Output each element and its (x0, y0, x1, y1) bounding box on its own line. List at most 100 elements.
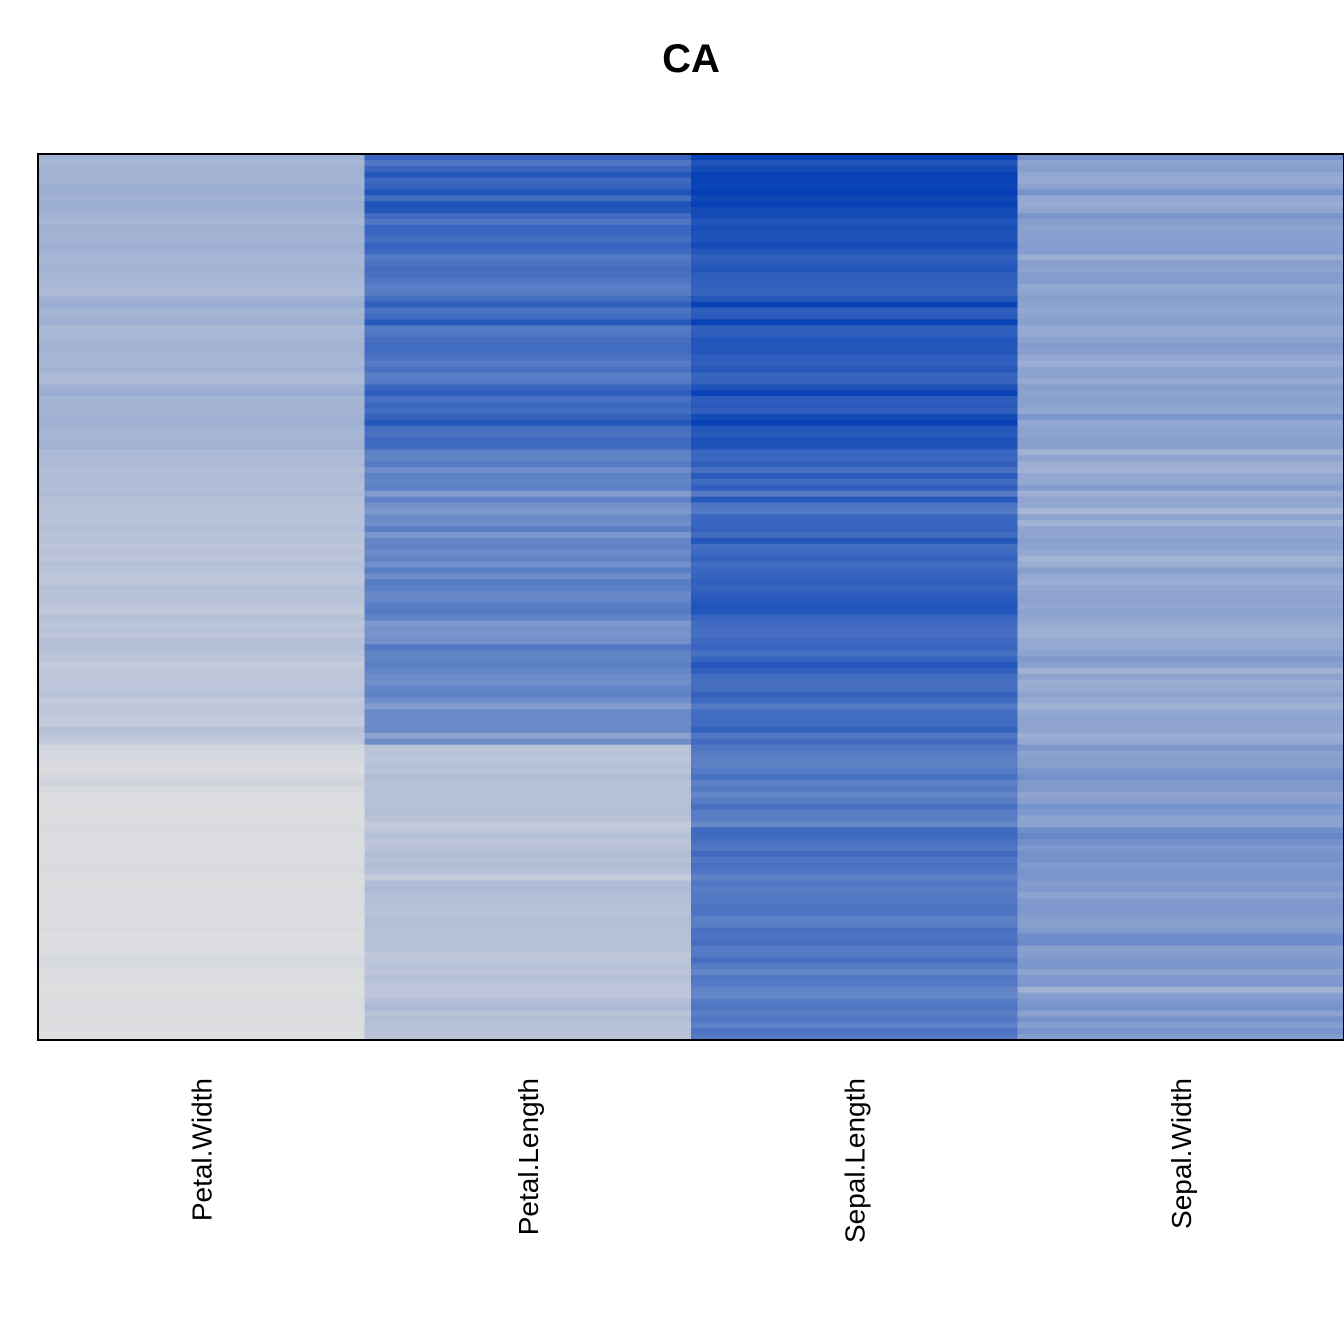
heatmap-cell-petal-length-row-61 (364, 508, 692, 515)
heatmap-cell-sepal-width-row-46 (1017, 419, 1344, 427)
heatmap-cell-petal-length-row-138 (364, 963, 692, 970)
heatmap-cell-petal-length-row-86 (364, 656, 692, 663)
heatmap-cell-sepal-length-row-24 (691, 289, 1018, 297)
heatmap-cell-sepal-width-row-98 (1017, 726, 1344, 734)
heatmap-cell-sepal-width-row-81 (1017, 626, 1344, 633)
heatmap-cell-petal-length-row-63 (364, 520, 692, 527)
heatmap-cell-sepal-width-row-77 (1017, 602, 1344, 610)
heatmap-cell-sepal-length-row-115 (691, 827, 1018, 834)
heatmap-cell-sepal-width-row-143 (1017, 992, 1344, 1000)
heatmap-cell-petal-width-row-132 (38, 927, 365, 935)
heatmap-cell-petal-width-row-108 (38, 786, 365, 793)
heatmap-cell-sepal-width-row-100 (1017, 738, 1344, 746)
heatmap-cell-petal-width-row-27 (38, 307, 365, 314)
heatmap-cell-petal-length-row-49 (364, 437, 692, 444)
heatmap-cell-sepal-width-row-93 (1017, 697, 1344, 704)
heatmap-cell-sepal-width-row-90 (1017, 679, 1344, 687)
heatmap-cell-sepal-width-row-147 (1017, 1016, 1344, 1023)
heatmap-cell-sepal-length-row-110 (691, 797, 1018, 805)
heatmap-cell-sepal-width-row-95 (1017, 709, 1344, 716)
heatmap-cell-sepal-width-row-40 (1017, 384, 1344, 391)
heatmap-cell-sepal-length-row-70 (691, 561, 1018, 568)
heatmap-cell-petal-length-row-128 (364, 904, 692, 911)
heatmap-cell-sepal-length-row-109 (691, 791, 1018, 799)
heatmap-cell-sepal-length-row-83 (691, 638, 1018, 645)
heatmap-cell-petal-length-row-114 (364, 821, 692, 828)
heatmap-cell-petal-length-row-109 (364, 791, 692, 799)
heatmap-cell-sepal-length-row-16 (691, 242, 1018, 250)
heatmap-cell-sepal-length-row-23 (691, 283, 1018, 291)
heatmap-cell-sepal-width-row-117 (1017, 839, 1344, 846)
heatmap-cell-petal-width-row-16 (38, 242, 365, 250)
heatmap-cell-sepal-width-row-31 (1017, 331, 1344, 338)
heatmap-cell-sepal-width-row-4 (1017, 171, 1344, 179)
heatmap-cell-sepal-length-row-80 (691, 620, 1018, 628)
heatmap-cell-petal-length-row-33 (364, 343, 692, 350)
heatmap-cell-sepal-width-row-103 (1017, 756, 1344, 763)
heatmap-cell-petal-length-row-25 (364, 295, 692, 303)
heatmap-cell-petal-width-row-121 (38, 862, 365, 870)
heatmap-cell-petal-width-row-31 (38, 331, 365, 338)
heatmap-cell-sepal-width-row-85 (1017, 650, 1344, 657)
heatmap-cell-sepal-length-row-71 (691, 567, 1018, 574)
heatmap-cell-petal-length-row-71 (364, 567, 692, 574)
heatmap-cell-sepal-width-row-94 (1017, 703, 1344, 710)
heatmap-cell-petal-width-row-23 (38, 283, 365, 291)
heatmap-cell-sepal-length-row-20 (691, 266, 1018, 273)
heatmap-cell-sepal-length-row-137 (691, 957, 1018, 964)
heatmap-cell-sepal-length-row-87 (691, 661, 1018, 669)
heatmap-cell-sepal-length-row-134 (691, 939, 1018, 946)
heatmap-cell-sepal-width-row-149 (1017, 1028, 1344, 1035)
heatmap-cell-sepal-width-row-32 (1017, 337, 1344, 344)
heatmap-cell-petal-length-row-31 (364, 331, 692, 338)
heatmap-cell-petal-length-row-87 (364, 661, 692, 669)
heatmap-cell-petal-length-row-21 (364, 272, 692, 279)
heatmap-cell-sepal-width-row-67 (1017, 543, 1344, 551)
heatmap-cell-petal-width-row-143 (38, 992, 365, 1000)
heatmap-cell-petal-length-row-64 (364, 526, 692, 533)
heatmap-cell-sepal-length-row-41 (691, 390, 1018, 397)
heatmap-cell-sepal-width-row-119 (1017, 850, 1344, 858)
heatmap-cell-petal-length-row-72 (364, 573, 692, 580)
heatmap-cell-sepal-length-row-32 (691, 337, 1018, 344)
heatmap-cell-petal-width-row-33 (38, 343, 365, 350)
heatmap-cell-sepal-width-row-128 (1017, 904, 1344, 911)
heatmap-cell-sepal-width-row-121 (1017, 862, 1344, 870)
heatmap-cell-petal-length-row-6 (364, 183, 692, 190)
heatmap-cell-petal-width-row-43 (38, 402, 365, 409)
heatmap-cell-sepal-length-row-52 (691, 455, 1018, 462)
heatmap-cell-sepal-width-row-39 (1017, 378, 1344, 385)
heatmap-cell-petal-width-row-141 (38, 980, 365, 988)
heatmap-cell-sepal-width-row-127 (1017, 898, 1344, 905)
heatmap-cell-sepal-length-row-31 (691, 331, 1018, 338)
heatmap-cell-sepal-length-row-6 (691, 183, 1018, 190)
heatmap-cell-sepal-length-row-84 (691, 644, 1018, 651)
heatmap-cell-petal-width-row-84 (38, 644, 365, 651)
heatmap-cell-sepal-width-row-47 (1017, 425, 1344, 433)
heatmap-cell-petal-width-row-68 (38, 549, 365, 557)
heatmap-cell-sepal-width-row-144 (1017, 998, 1344, 1006)
heatmap-cell-sepal-width-row-63 (1017, 520, 1344, 527)
heatmap-cell-petal-length-row-98 (364, 726, 692, 734)
heatmap-cell-sepal-width-row-5 (1017, 177, 1344, 185)
heatmap-cell-sepal-length-row-75 (691, 591, 1018, 598)
heatmap-cell-sepal-length-row-7 (691, 189, 1018, 196)
heatmap-cell-sepal-length-row-57 (691, 484, 1018, 492)
heatmap-cell-petal-length-row-37 (364, 366, 692, 374)
heatmap-cell-sepal-width-row-83 (1017, 638, 1344, 645)
heatmap-cell-sepal-length-row-66 (691, 537, 1018, 545)
heatmap-cell-petal-width-row-44 (38, 407, 365, 415)
heatmap-cell-sepal-width-row-99 (1017, 732, 1344, 740)
heatmap-cell-sepal-width-row-133 (1017, 933, 1344, 941)
heatmap-cell-sepal-width-row-17 (1017, 248, 1344, 255)
heatmap-cell-petal-length-row-59 (364, 496, 692, 503)
heatmap-cell-petal-width-row-86 (38, 656, 365, 663)
heatmap-cell-petal-width-row-87 (38, 661, 365, 669)
heatmap-cell-sepal-length-row-97 (691, 721, 1018, 728)
heatmap-cell-petal-width-row-10 (38, 207, 365, 214)
heatmap-cell-sepal-length-row-47 (691, 425, 1018, 433)
heatmap-cell-petal-length-row-51 (364, 449, 692, 456)
heatmap-cell-petal-length-row-60 (364, 502, 692, 509)
heatmap-cell-sepal-length-row-88 (691, 667, 1018, 675)
heatmap-cell-petal-width-row-75 (38, 591, 365, 598)
